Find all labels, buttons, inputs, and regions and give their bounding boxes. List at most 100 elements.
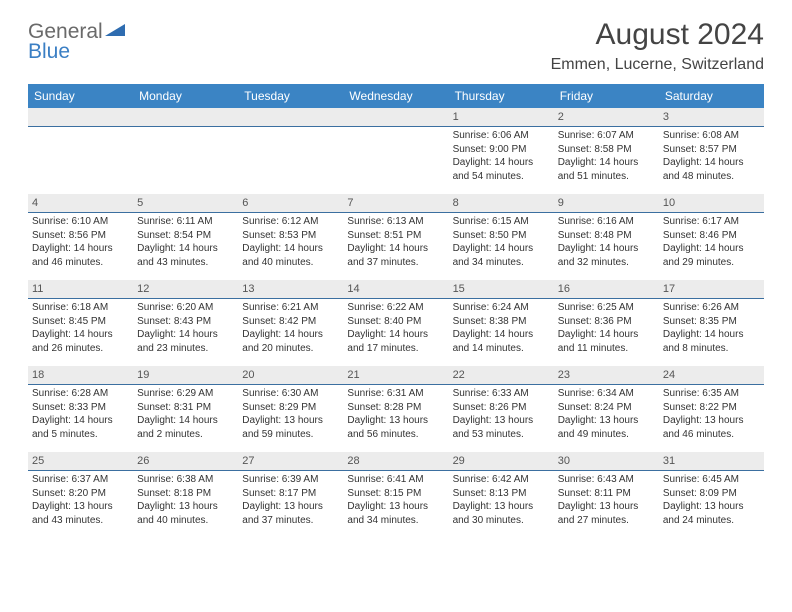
date-number [28,108,133,127]
calendar-table: SundayMondayTuesdayWednesdayThursdayFrid… [28,84,764,538]
date-number: 15 [449,280,554,299]
date-number: 2 [554,108,659,127]
calendar-cell: 23Sunrise: 6:34 AMSunset: 8:24 PMDayligh… [554,366,659,452]
day-header: Saturday [659,84,764,108]
daylight-text: Daylight: 14 hours and 54 minutes. [453,156,550,183]
sunrise-text: Sunrise: 6:18 AM [32,301,129,315]
sunset-text: Sunset: 8:56 PM [32,229,129,243]
sunset-text: Sunset: 8:43 PM [137,315,234,329]
cell-details: Sunrise: 6:07 AMSunset: 8:58 PMDaylight:… [554,127,659,183]
calendar-cell: 20Sunrise: 6:30 AMSunset: 8:29 PMDayligh… [238,366,343,452]
date-number: 18 [28,366,133,385]
daylight-text: Daylight: 14 hours and 46 minutes. [32,242,129,269]
date-number: 19 [133,366,238,385]
sunrise-text: Sunrise: 6:17 AM [663,215,760,229]
date-number: 25 [28,452,133,471]
sunrise-text: Sunrise: 6:08 AM [663,129,760,143]
title-block: August 2024 Emmen, Lucerne, Switzerland [551,18,764,74]
calendar-cell: 28Sunrise: 6:41 AMSunset: 8:15 PMDayligh… [343,452,448,538]
calendar-cell: 2Sunrise: 6:07 AMSunset: 8:58 PMDaylight… [554,108,659,194]
cell-details: Sunrise: 6:16 AMSunset: 8:48 PMDaylight:… [554,213,659,269]
day-header: Thursday [449,84,554,108]
sunset-text: Sunset: 8:54 PM [137,229,234,243]
sunset-text: Sunset: 9:00 PM [453,143,550,157]
calendar-cell: 25Sunrise: 6:37 AMSunset: 8:20 PMDayligh… [28,452,133,538]
calendar-cell: 29Sunrise: 6:42 AMSunset: 8:13 PMDayligh… [449,452,554,538]
daylight-text: Daylight: 13 hours and 34 minutes. [347,500,444,527]
daylight-text: Daylight: 14 hours and 14 minutes. [453,328,550,355]
calendar-cell: 15Sunrise: 6:24 AMSunset: 8:38 PMDayligh… [449,280,554,366]
daylight-text: Daylight: 14 hours and 37 minutes. [347,242,444,269]
cell-details: Sunrise: 6:33 AMSunset: 8:26 PMDaylight:… [449,385,554,441]
sunset-text: Sunset: 8:29 PM [242,401,339,415]
triangle-icon [105,22,125,42]
sunset-text: Sunset: 8:09 PM [663,487,760,501]
daylight-text: Daylight: 14 hours and 51 minutes. [558,156,655,183]
daylight-text: Daylight: 14 hours and 34 minutes. [453,242,550,269]
date-number: 28 [343,452,448,471]
cell-details [28,127,133,129]
calendar-cell: 4Sunrise: 6:10 AMSunset: 8:56 PMDaylight… [28,194,133,280]
date-number: 11 [28,280,133,299]
calendar-cell: 27Sunrise: 6:39 AMSunset: 8:17 PMDayligh… [238,452,343,538]
calendar-cell: 9Sunrise: 6:16 AMSunset: 8:48 PMDaylight… [554,194,659,280]
calendar-cell [343,108,448,194]
cell-details: Sunrise: 6:28 AMSunset: 8:33 PMDaylight:… [28,385,133,441]
calendar-week: 4Sunrise: 6:10 AMSunset: 8:56 PMDaylight… [28,194,764,280]
date-number: 4 [28,194,133,213]
sunrise-text: Sunrise: 6:38 AM [137,473,234,487]
cell-details [343,127,448,129]
sunrise-text: Sunrise: 6:31 AM [347,387,444,401]
cell-details: Sunrise: 6:29 AMSunset: 8:31 PMDaylight:… [133,385,238,441]
date-number: 29 [449,452,554,471]
sunset-text: Sunset: 8:53 PM [242,229,339,243]
daylight-text: Daylight: 13 hours and 30 minutes. [453,500,550,527]
cell-details: Sunrise: 6:12 AMSunset: 8:53 PMDaylight:… [238,213,343,269]
sunrise-text: Sunrise: 6:33 AM [453,387,550,401]
calendar-body: 1Sunrise: 6:06 AMSunset: 9:00 PMDaylight… [28,108,764,538]
calendar-cell: 8Sunrise: 6:15 AMSunset: 8:50 PMDaylight… [449,194,554,280]
cell-details: Sunrise: 6:31 AMSunset: 8:28 PMDaylight:… [343,385,448,441]
calendar-cell: 6Sunrise: 6:12 AMSunset: 8:53 PMDaylight… [238,194,343,280]
sunset-text: Sunset: 8:13 PM [453,487,550,501]
sunrise-text: Sunrise: 6:13 AM [347,215,444,229]
daylight-text: Daylight: 13 hours and 59 minutes. [242,414,339,441]
cell-details: Sunrise: 6:38 AMSunset: 8:18 PMDaylight:… [133,471,238,527]
page-title: August 2024 [551,18,764,52]
sunset-text: Sunset: 8:17 PM [242,487,339,501]
calendar-cell: 21Sunrise: 6:31 AMSunset: 8:28 PMDayligh… [343,366,448,452]
date-number: 20 [238,366,343,385]
sunrise-text: Sunrise: 6:22 AM [347,301,444,315]
sunrise-text: Sunrise: 6:45 AM [663,473,760,487]
daylight-text: Daylight: 14 hours and 32 minutes. [558,242,655,269]
daylight-text: Daylight: 14 hours and 5 minutes. [32,414,129,441]
daylight-text: Daylight: 13 hours and 43 minutes. [32,500,129,527]
sunrise-text: Sunrise: 6:07 AM [558,129,655,143]
date-number: 26 [133,452,238,471]
cell-details: Sunrise: 6:22 AMSunset: 8:40 PMDaylight:… [343,299,448,355]
date-number: 3 [659,108,764,127]
sunrise-text: Sunrise: 6:21 AM [242,301,339,315]
daylight-text: Daylight: 13 hours and 46 minutes. [663,414,760,441]
calendar-cell: 30Sunrise: 6:43 AMSunset: 8:11 PMDayligh… [554,452,659,538]
daylight-text: Daylight: 14 hours and 17 minutes. [347,328,444,355]
sunrise-text: Sunrise: 6:12 AM [242,215,339,229]
daylight-text: Daylight: 13 hours and 53 minutes. [453,414,550,441]
calendar-cell: 7Sunrise: 6:13 AMSunset: 8:51 PMDaylight… [343,194,448,280]
cell-details: Sunrise: 6:11 AMSunset: 8:54 PMDaylight:… [133,213,238,269]
sunset-text: Sunset: 8:11 PM [558,487,655,501]
calendar-week: 11Sunrise: 6:18 AMSunset: 8:45 PMDayligh… [28,280,764,366]
sunrise-text: Sunrise: 6:25 AM [558,301,655,315]
calendar-cell: 5Sunrise: 6:11 AMSunset: 8:54 PMDaylight… [133,194,238,280]
cell-details: Sunrise: 6:39 AMSunset: 8:17 PMDaylight:… [238,471,343,527]
daylight-text: Daylight: 14 hours and 26 minutes. [32,328,129,355]
sunrise-text: Sunrise: 6:35 AM [663,387,760,401]
date-number: 8 [449,194,554,213]
sunset-text: Sunset: 8:38 PM [453,315,550,329]
calendar-cell: 11Sunrise: 6:18 AMSunset: 8:45 PMDayligh… [28,280,133,366]
sunrise-text: Sunrise: 6:11 AM [137,215,234,229]
sunrise-text: Sunrise: 6:26 AM [663,301,760,315]
calendar-cell: 16Sunrise: 6:25 AMSunset: 8:36 PMDayligh… [554,280,659,366]
calendar-cell: 17Sunrise: 6:26 AMSunset: 8:35 PMDayligh… [659,280,764,366]
cell-details: Sunrise: 6:18 AMSunset: 8:45 PMDaylight:… [28,299,133,355]
